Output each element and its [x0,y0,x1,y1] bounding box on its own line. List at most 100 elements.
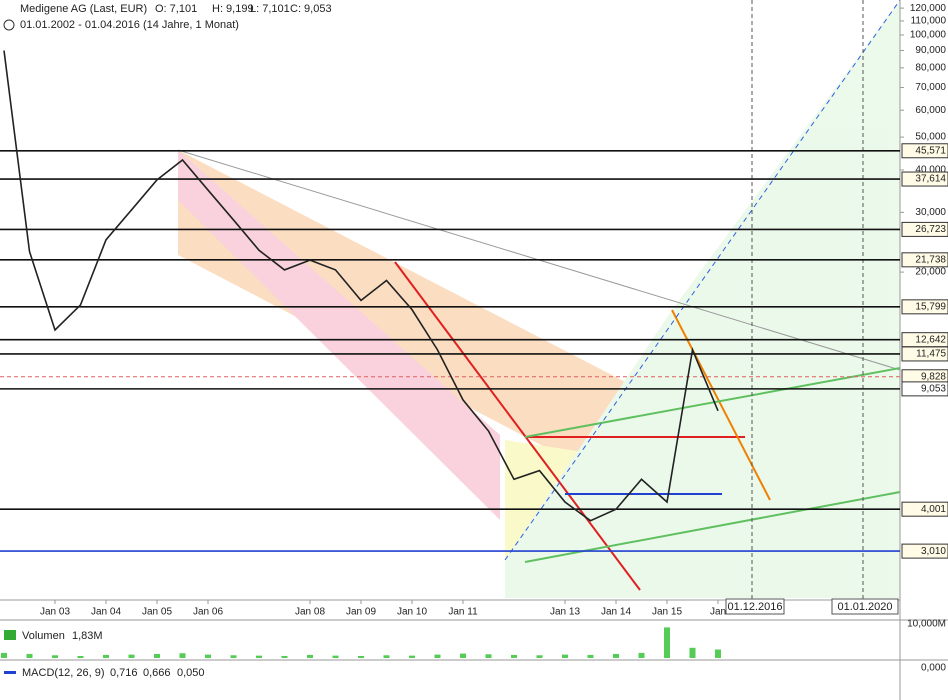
level-label: 12,642 [915,334,946,345]
volume-tick-label: 10,000M [907,619,946,630]
marker-box [725,598,785,615]
volume-bar [77,655,84,658]
x-tick-label: Jan 13 [550,607,580,618]
level-label: 3,010 [921,546,946,557]
volume-bar [281,655,288,658]
volume-bar [409,655,415,658]
orange-channel [178,150,795,578]
header-bg [0,0,360,33]
clock-icon [3,19,15,31]
y-tick-label: 120,000 [910,3,947,14]
volume-bar [613,653,619,658]
volume-bar [638,652,645,658]
volume-bar [587,654,594,658]
level-box [901,346,948,362]
macd-tick-label: 0,000 [921,663,946,674]
x-tick-label: Jan 05 [142,607,172,618]
volume-bar [689,647,696,658]
trend-line [504,0,901,561]
level-box [901,501,948,517]
ohlc: L: 7,101 [250,3,290,15]
range: 01.01.2002 - 01.04.2016 (14 Jahre, 1 Mon… [20,19,239,31]
y-tick-label: 80,000 [915,62,946,73]
volume-bar [562,654,568,658]
drawings [178,0,900,598]
macd-icon [4,671,16,674]
x-tick-label: Jan [710,607,726,618]
level-box [901,252,948,268]
macd-value: 0,050 [177,667,205,679]
y-tick-label: 100,000 [910,30,947,41]
level-label: 15,799 [915,301,946,312]
marker-label: 01.01.2020 [837,601,892,613]
level-box [901,221,948,237]
x-tick-label: Jan 11 [448,607,478,618]
level-label: 21,738 [915,254,946,265]
x-tick-label: Jan 04 [91,607,121,618]
volume-bar [715,649,721,658]
volume-bar [103,654,109,658]
level-box [901,381,948,397]
x-tick-label: Jan 15 [652,607,682,618]
y-tick-label: 110,000 [911,16,947,27]
volume-bar [460,653,466,658]
x-tick-label: Jan 08 [295,607,325,618]
macd-name: MACD(12, 26, 9) [22,667,105,679]
volume-bar [485,654,492,658]
x-tick-label: Jan 10 [397,607,427,618]
volume-bar [256,655,262,658]
volume-bar [179,653,186,658]
macd-value: 0,716 [110,667,138,679]
level-label: 4,001 [921,504,946,515]
level-box [901,143,948,159]
trend-line [524,367,901,438]
volume-bar [536,655,543,658]
volume-bar [511,654,517,658]
level-label: 11,475 [916,349,946,360]
level-box [901,171,948,187]
x-tick-label: Jan 14 [601,607,631,618]
volume-bar [332,655,339,658]
y-tick-label: 40,000 [915,165,946,176]
pink-channel [178,150,500,520]
volume-icon [4,630,16,640]
marker-box [831,598,899,615]
x-tick-label: Jan 06 [193,607,223,618]
volume-bar [664,627,670,658]
level-label: 9,828 [921,371,946,382]
y-tick-label: 30,000 [915,207,946,218]
y-tick-label: 90,000 [915,45,946,56]
trend-line [394,261,641,591]
marker-label: 01.12.2016 [727,601,782,613]
x-tick-label: Jan 03 [40,607,70,618]
volume-bar [26,653,33,658]
level-label: 45,571 [915,145,946,156]
volume-bar [358,655,364,658]
volume-bar [383,655,390,658]
y-tick-label: 70,000 [915,82,946,93]
trend-line [671,309,771,501]
volume-bar [128,654,135,658]
y-tick-label: 20,000 [915,267,946,278]
volume-last: 1,83M [72,630,103,642]
y-tick-label: 50,000 [915,132,946,143]
title: Medigene AG (Last, EUR) [20,3,147,15]
level-box [901,543,948,559]
green-channel [505,0,900,598]
level-label: 9,053 [921,384,946,395]
ohlc: O: 7,101 [155,3,197,15]
volume-bar [52,655,58,658]
volume-bar [307,654,313,658]
volume-bar [230,655,237,658]
level-label: 26,723 [915,224,946,235]
volume-bar [434,654,441,658]
level-box [901,299,948,315]
volume-bar [205,654,211,658]
volume-name: Volumen [22,630,65,642]
ohlc: H: 9,199 [212,3,254,15]
x-tick-label: Jan 09 [346,607,376,618]
volume-bar [1,652,7,658]
volume-bar [154,653,160,658]
